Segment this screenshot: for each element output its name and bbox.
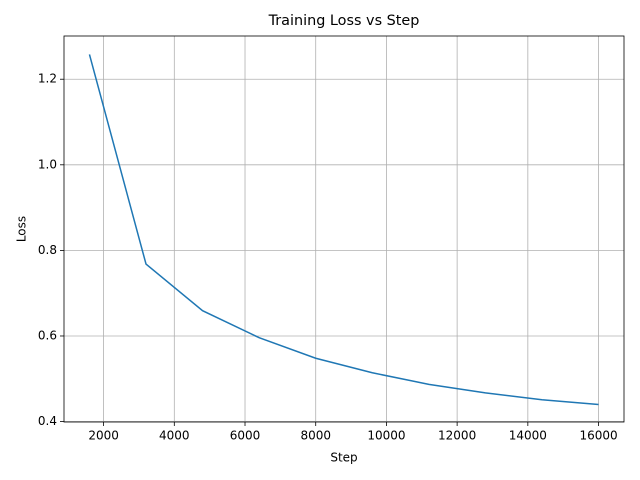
y-tick-label: 0.4 (38, 414, 57, 428)
plot-frame (63, 35, 625, 423)
x-tick-label: 6000 (230, 429, 261, 443)
x-tick-label: 10000 (367, 429, 405, 443)
x-tick-label: 14000 (509, 429, 547, 443)
x-tick-label: 8000 (300, 429, 331, 443)
x-tick-label: 4000 (159, 429, 190, 443)
y-tick-label: 1.0 (38, 157, 57, 171)
y-axis-label: Loss (15, 216, 29, 242)
data-line (88, 54, 599, 406)
x-tick-label: 12000 (438, 429, 476, 443)
y-tick-label: 1.2 (38, 72, 57, 86)
chart-title: Training Loss vs Step (268, 13, 420, 29)
x-tick-label: 16000 (579, 429, 617, 443)
y-tick-label: 0.8 (38, 243, 57, 257)
x-tick-label: 2000 (88, 429, 119, 443)
y-tick-label: 0.6 (38, 328, 57, 342)
x-axis-label: Step (330, 451, 357, 465)
